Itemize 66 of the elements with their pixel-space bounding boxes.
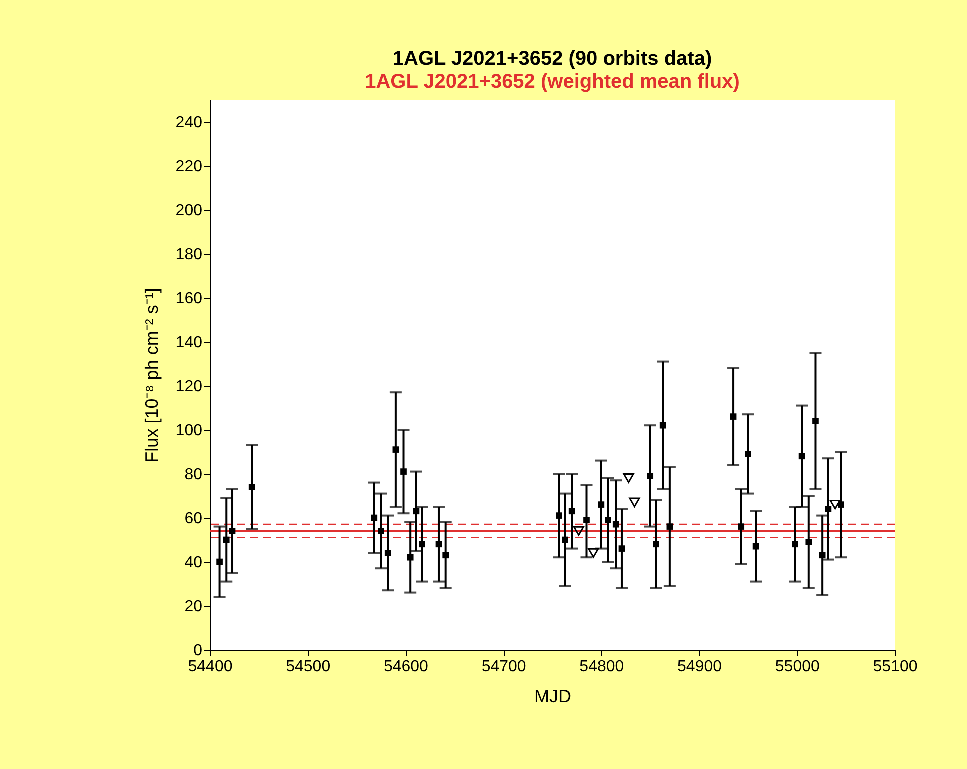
point [738, 524, 745, 530]
y-tick-label: 160 [176, 290, 203, 308]
point [666, 524, 674, 530]
point [730, 414, 737, 420]
y-tick-label: 140 [176, 334, 203, 352]
point [573, 526, 584, 536]
chart-subtitle: 1AGL J2021+3652 (weighted mean flux) [365, 71, 740, 93]
point [588, 548, 600, 558]
point [618, 546, 626, 552]
x-tick-label: 54500 [286, 658, 331, 676]
point [629, 498, 640, 508]
y-tick-label: 220 [176, 158, 203, 176]
x-tick-label: 55000 [775, 658, 820, 676]
point [407, 554, 414, 561]
point [371, 514, 378, 522]
y-tick-label: 40 [184, 554, 203, 572]
y-tick-label: 20 [184, 598, 203, 616]
point [653, 541, 660, 548]
point [248, 484, 256, 490]
point [812, 418, 819, 424]
x-tick-label: 54400 [188, 658, 233, 676]
point [584, 517, 590, 524]
chart-title: 1AGL J2021+3652 (90 orbits data) [392, 48, 712, 70]
point [598, 502, 605, 508]
y-tick-label: 60 [184, 510, 203, 528]
point [378, 528, 384, 534]
point [819, 552, 826, 559]
y-tick-label: 240 [176, 114, 203, 132]
point [830, 500, 841, 510]
point [612, 521, 620, 528]
point [229, 528, 236, 534]
point [562, 536, 568, 544]
x-tick-label: 54600 [384, 658, 429, 676]
y-tick-label: 80 [184, 466, 203, 484]
point [623, 474, 634, 484]
point [792, 541, 798, 548]
point [556, 512, 563, 519]
point [647, 473, 654, 480]
point [384, 550, 392, 556]
point [442, 552, 449, 559]
x-tick-label: 54800 [580, 658, 624, 676]
point [825, 506, 832, 512]
y-tick-label: 0 [194, 642, 203, 660]
x-tick-label: 55100 [873, 658, 918, 676]
x-axis-title: MJD [534, 686, 572, 706]
y-tick-label: 180 [176, 246, 203, 264]
point [413, 508, 420, 515]
point [752, 543, 760, 550]
y-tick-label: 200 [176, 202, 203, 220]
y-tick-label: 120 [176, 378, 203, 396]
point [745, 451, 752, 458]
x-tick-label: 54700 [482, 658, 526, 676]
point [216, 558, 223, 566]
y-tick-label: 100 [176, 422, 203, 440]
point [660, 422, 666, 429]
y-axis-title: Flux [10⁻⁸ ph cm⁻² s⁻¹] [142, 288, 162, 463]
point [392, 446, 400, 453]
x-tick-label: 54900 [678, 658, 722, 676]
point [436, 541, 442, 548]
point [419, 541, 426, 548]
point [806, 539, 812, 546]
point [400, 468, 407, 475]
point [223, 536, 230, 544]
point [798, 453, 806, 460]
point [568, 508, 576, 515]
point [605, 517, 612, 524]
